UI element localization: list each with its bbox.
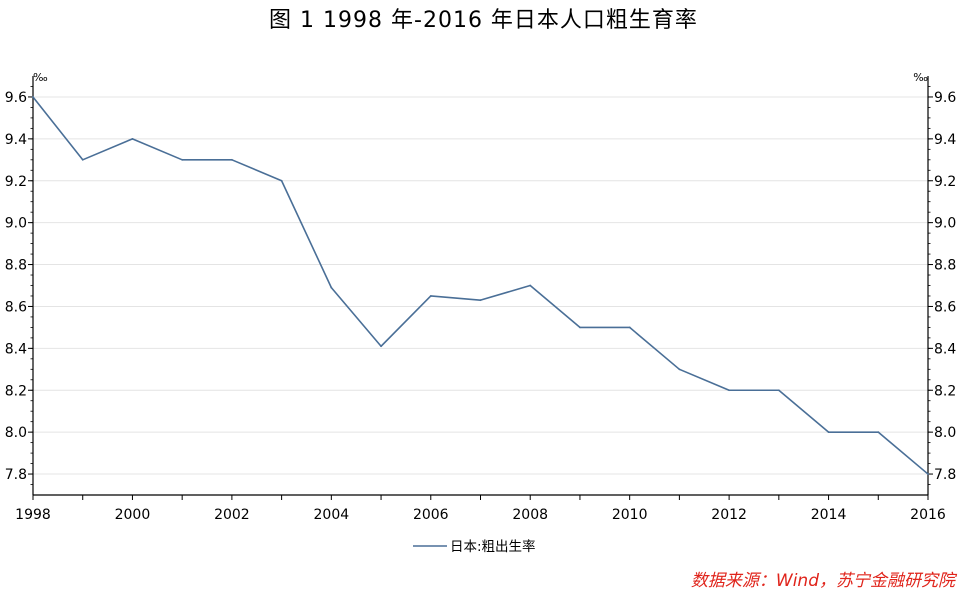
y-tick-label-left: 8.4 (5, 341, 27, 357)
x-tick-label: 2002 (214, 507, 250, 523)
y-tick-label-left: 8.0 (5, 425, 27, 441)
legend-label: 日本:粗出生率 (450, 538, 536, 555)
series-line (32, 96, 929, 475)
data-point (628, 326, 631, 329)
y-tick-label-right: 9.2 (934, 174, 956, 190)
data-point (877, 431, 880, 434)
y-tick-label-right: 7.8 (934, 467, 956, 483)
data-point (728, 389, 731, 392)
data-point (777, 389, 780, 392)
y-tick-label-left: 8.8 (5, 258, 27, 274)
x-tick-label: 2004 (314, 507, 350, 523)
y-tick-label-right: 8.8 (934, 258, 956, 274)
data-point (131, 137, 134, 140)
y-unit-right: ‰ (913, 71, 928, 84)
data-point (678, 368, 681, 371)
data-point (579, 326, 581, 329)
x-tick-label: 2010 (612, 507, 648, 523)
data-point (280, 179, 283, 182)
gridlines (33, 96, 928, 475)
data-point (479, 299, 482, 302)
chart-title: 图 1 1998 年-2016 年日本人口粗生育率 (269, 8, 698, 33)
data-point (81, 158, 84, 161)
x-tick-label: 2012 (711, 507, 747, 523)
y-tick-label-right: 8.2 (934, 383, 956, 399)
data-point (380, 345, 382, 348)
x-tick-label: 2008 (512, 507, 548, 523)
x-tick-label: 2006 (413, 507, 449, 523)
y-tick-label-left: 9.2 (5, 174, 27, 190)
x-tick-label: 2014 (811, 507, 847, 523)
y-tick-label-right: 8.4 (934, 341, 956, 357)
data-point (827, 431, 830, 434)
y-tick-label-right: 9.4 (934, 132, 956, 148)
series-layer (32, 96, 929, 475)
x-tick-label: 2016 (910, 507, 946, 523)
data-point (429, 295, 432, 297)
y-tick-label-left: 8.6 (5, 299, 27, 315)
y-tick-label-left: 9.0 (5, 216, 27, 232)
y-tick-label-right: 8.0 (934, 425, 956, 441)
y-tick-label-right: 9.0 (934, 216, 956, 232)
legend: 日本:粗出生率 (413, 538, 536, 555)
axes (28, 76, 933, 500)
y-tick-label-right: 8.6 (934, 299, 956, 315)
y-tick-label-left: 8.2 (5, 383, 27, 399)
data-point (927, 473, 929, 475)
x-tick-label: 1998 (15, 507, 51, 523)
data-point (529, 284, 532, 287)
y-tick-label-left: 7.8 (5, 467, 27, 483)
data-point (230, 158, 233, 161)
x-tick-label: 2000 (115, 507, 151, 523)
data-point (330, 286, 333, 289)
data-point (181, 158, 184, 161)
y-tick-label-right: 9.6 (934, 90, 956, 106)
y-tick-label-left: 9.6 (5, 90, 27, 106)
y-unit-left: ‰ (33, 71, 48, 84)
source-note: 数据来源：Wind，苏宁金融研究院 (690, 571, 955, 591)
data-point (32, 96, 34, 98)
tick-labels: 7.8 7.8 8.0 8.0 8.2 8.2 8.4 8.4 8.6 8.6 8.8 8.8 9.0 9… (5, 90, 957, 523)
y-tick-label-left: 9.4 (5, 132, 27, 148)
